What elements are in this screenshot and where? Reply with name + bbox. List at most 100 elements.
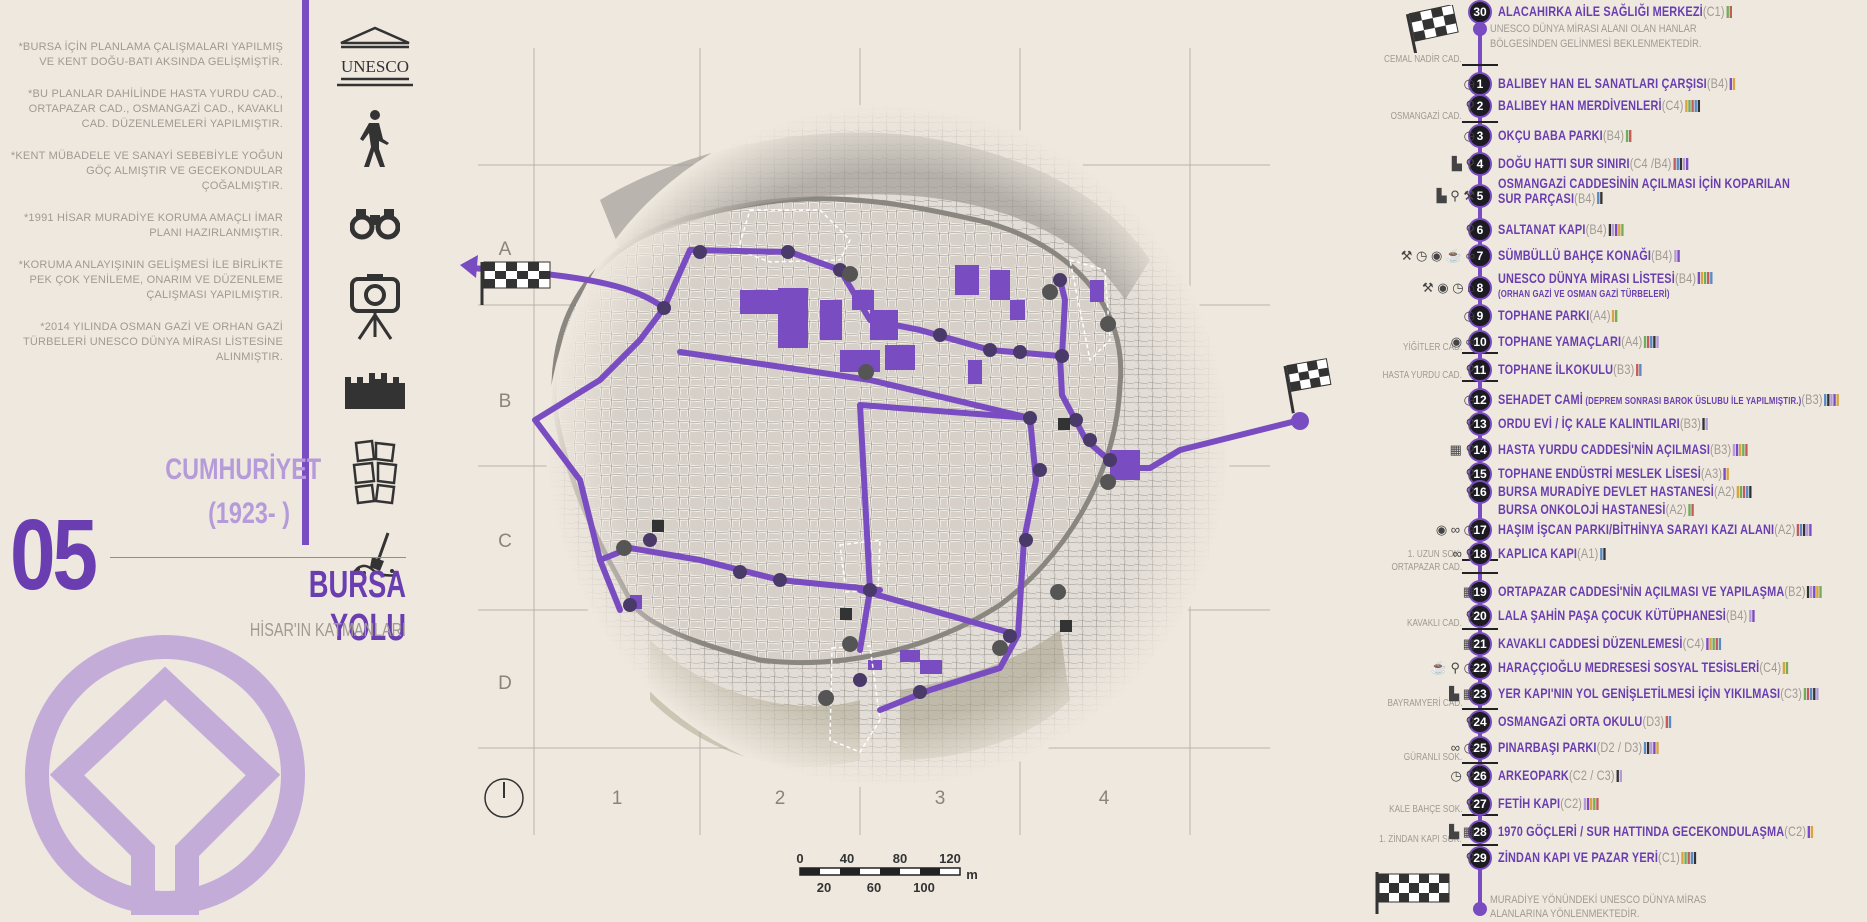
stop-category-icons: ◷ [1463, 128, 1475, 143]
route-stop[interactable]: 3 ◷ OKÇU BABA PARKI(B4) [1340, 124, 1867, 148]
stop-number: 3 [1468, 124, 1492, 148]
stop-number: 18 [1468, 542, 1492, 566]
stop-label: BALIBEY HAN EL SANATLARI ÇARŞISI(B4) [1498, 75, 1736, 92]
accent-bar [302, 0, 309, 545]
route-stop[interactable]: 1 ◷ BALIBEY HAN EL SANATLARI ÇARŞISI(B4) [1340, 72, 1867, 96]
note: *BU PLANLAR DAHİLİNDE HASTA YURDU CAD., … [28, 88, 283, 130]
route-stop[interactable]: 20 ⚲ LALA ŞAHİN PAŞA ÇOCUK KÜTÜPHANESİ(B4) [1340, 604, 1867, 628]
route-end-dot [1473, 902, 1487, 916]
stop-label: SEHADET CAMİ (DEPREM SONRASI BAROK ÜSLUB… [1498, 391, 1840, 408]
era-color-bars [1807, 825, 1814, 841]
stop-category-icons: ⚲ [1465, 714, 1475, 729]
route-nodes [623, 245, 1117, 699]
street-label: GÜRANLI SOK. [1403, 752, 1462, 763]
route-stop[interactable]: 24 ⚲ OSMANGAZİ ORTA OKULU(D3) [1340, 710, 1867, 734]
grid-reference: (C4 /B4) [1629, 155, 1672, 172]
route-stop[interactable]: 16 ⚲ BURSA MURADİYE DEVLET HASTANESİ(A2) [1340, 480, 1867, 504]
grid-reference: (D3) [1642, 713, 1665, 730]
route-stop[interactable]: 7 ⚒ ◷ ◉ ☕ ∞ SÜMBÜLLÜ BAHÇE KONAĞI(B4) [1340, 244, 1867, 268]
stop-label: SALTANAT KAPI(B4) [1498, 221, 1624, 238]
route-stop[interactable]: 19 ▦ ORTAPAZAR CADDESİ'NİN AÇILMASI VE YAP… [1340, 580, 1867, 604]
route-stop[interactable]: 8 ⚒ ◉ ◷ ⌂ UNESCO DÜNYA MİRASI LİSTESİ(B4) … [1340, 271, 1867, 300]
stop-name: 1970 GÖÇLERİ / SUR HATTINDA GECEKONDULAŞ… [1498, 823, 1785, 840]
route-stop[interactable]: 10 ◉ ∞ TOPHANE YAMAÇLARI(A4) [1340, 330, 1867, 354]
route-start-dot [1473, 22, 1487, 36]
map-vignette [546, 104, 1230, 788]
route-stop[interactable]: 13 ⚲ ORDU EVİ / İÇ KALE KALINTILARI(B3) [1340, 412, 1867, 436]
route-stop[interactable]: 12 ◷ SEHADET CAMİ (DEPREM SONRASI BAROK ÜS… [1340, 388, 1867, 412]
route-stop[interactable]: 2 ⚲ BALIBEY HAN MERDİVENLERİ(C4) [1340, 94, 1867, 118]
stop-name: YER KAPI'NIN YOL GENİŞLETİLMESİ İÇİN YIK… [1498, 685, 1781, 702]
stop-category-icons: ⚲ [1465, 416, 1475, 431]
stop-name: ARKEOPARK [1498, 767, 1569, 784]
stop-number: 17 [1468, 518, 1492, 542]
route-stop[interactable]: 26 ◷ ⚲ ARKEOPARK(C2 / C3) [1340, 764, 1867, 788]
route-stop[interactable]: 17 ◉ ∞ ◷ HAŞIM İŞCAN PARKI/BİTHİNYA SARAYI… [1340, 518, 1867, 542]
street-label: KAVAKLI CAD. [1407, 618, 1462, 629]
stop-name-continued: SUR PARÇASI [1498, 190, 1575, 206]
era-color-bars [1612, 309, 1618, 325]
stop-name: TOPHANE ENDÜSTRİ MESLEK LİSESİ [1498, 465, 1701, 482]
stop-name: BALIBEY HAN MERDİVENLERİ [1498, 97, 1662, 114]
route-stop[interactable]: 27 ⚲ FETİH KAPI(C2) [1340, 792, 1867, 816]
route-stop[interactable]: BURSA ONKOLOJİ HASTANESİ(A2) [1340, 498, 1867, 522]
stop-label: HAŞIM İŞCAN PARKI/BİTHİNYA SARAYI KAZI A… [1498, 521, 1813, 538]
excavation-icon [335, 513, 415, 596]
stop-number: 4 [1468, 152, 1492, 176]
route-end-dot [1291, 412, 1309, 430]
grid-reference: (B2) [1784, 583, 1806, 600]
route-stop[interactable]: 5 ▙ ⚲ ⚒ OSMANGAZİ CADDESİNİN AÇILMASI İÇİN… [1340, 176, 1867, 208]
grid-reference: (B3) [1710, 441, 1732, 458]
stop-category-icons: ◷ ⚲ [1450, 768, 1475, 783]
route-stop[interactable]: 6 ⚲ SALTANAT KAPI(B4) [1340, 218, 1867, 242]
route-stop[interactable]: 21 ▦ KAVAKLI CADDESİ DÜZENLEMESİ(C4) [1340, 632, 1867, 656]
stop-number: 8 [1468, 276, 1492, 300]
start-flag-icon [1405, 5, 1459, 53]
stop-category-icons: ⚲ [1465, 466, 1475, 481]
stop-number: 20 [1468, 604, 1492, 628]
route-stop[interactable]: 28 ▙ ▦ 1970 GÖÇLERİ / SUR HATTINDA GECEKON… [1340, 820, 1867, 844]
route-stop[interactable]: 18 ∞ ⚲ KAPLICA KAPI(A1) [1340, 542, 1867, 566]
grid-reference: (A4) [1621, 333, 1643, 350]
route-stop[interactable]: 14 ▦ ⚲ HASTA YURDU CADDESİ'NİN AÇILMASI(B3… [1340, 438, 1867, 462]
world-heritage-emblem-icon [25, 635, 305, 920]
grid-reference: (B4) [1574, 190, 1596, 206]
grid-reference: (B4) [1706, 75, 1729, 92]
stop-number: 7 [1468, 244, 1492, 268]
route-stop[interactable]: 30 ALACAHIRKA AİLE SAĞLIĞI MERKEZİ(C1) [1340, 0, 1867, 24]
note: *1991 HİSAR MURADİYE KORUMA AMAÇLI İMAR … [23, 212, 283, 239]
grid-reference: (B4) [1602, 127, 1625, 144]
binoculars-icon [335, 181, 415, 264]
route-stop[interactable]: 23 ▙ ▦ YER KAPI'NIN YOL GENİŞLETİLMESİ İÇİ… [1340, 682, 1867, 706]
stop-label: ARKEOPARK(C2 / C3) [1498, 767, 1622, 784]
route-stop[interactable]: 4 ▙ ⚲ DOĞU HATTI SUR SINIRI(C4 /B4) [1340, 152, 1867, 176]
grid-row-label: C [498, 531, 512, 552]
grid-reference: (A2) [1774, 521, 1796, 538]
route-title: BURSA YOLU [308, 564, 406, 649]
map-pins [616, 266, 1117, 720]
route-stop[interactable]: 11 ⚲ TOPHANE İLKOKULU(B3) [1340, 358, 1867, 382]
stop-number: 26 [1468, 764, 1492, 788]
finish-flag-icon [1375, 872, 1450, 914]
stop-number: 22 [1468, 656, 1492, 680]
route-stop[interactable]: 9 ◷ TOPHANE PARKI(A4) [1340, 304, 1867, 328]
stop-name: TOPHANE İLKOKULU [1498, 361, 1614, 378]
planning-notes: *BURSA İÇİN PLANLAMA ÇALIŞMALARI YAPILMI… [8, 40, 283, 382]
camera-icon [335, 264, 415, 347]
street-divider [1462, 762, 1498, 764]
stop-number: 27 [1468, 792, 1492, 816]
stop-label: ZİNDAN KAPI VE PAZAR YERİ(C1) [1498, 849, 1697, 866]
route-stop[interactable]: 22 ☕ ⚲ ◷ HARAÇÇIOĞLU MEDRESESİ SOSYAL TESİ… [1340, 656, 1867, 680]
unesco-text: UNESCO [341, 57, 409, 76]
stop-category-icons: ⚲ [1465, 608, 1475, 623]
unesco-icon: UNESCO [335, 15, 415, 98]
stop-name: HARAÇÇIOĞLU MEDRESESİ SOSYAL TESİSLERİ [1498, 659, 1760, 676]
note: *KORUMA ANLAYIŞININ GELİŞMESİ İLE BİRLİK… [18, 259, 283, 301]
stop-name: OKÇU BABA PARKI [1498, 127, 1603, 144]
grid-reference: (B3) [1801, 391, 1823, 408]
stop-number: 9 [1468, 304, 1492, 328]
stop-name: TOPHANE PARKI [1498, 307, 1590, 324]
route-stop[interactable]: 29 ⚲ ZİNDAN KAPI VE PAZAR YERİ(C1) [1340, 846, 1867, 870]
stop-name: PINARBAŞI PARKI [1498, 739, 1597, 756]
route-stop[interactable]: 25 ∞ ◷ PINARBAŞI PARKI(D2 / D3) [1340, 736, 1867, 760]
